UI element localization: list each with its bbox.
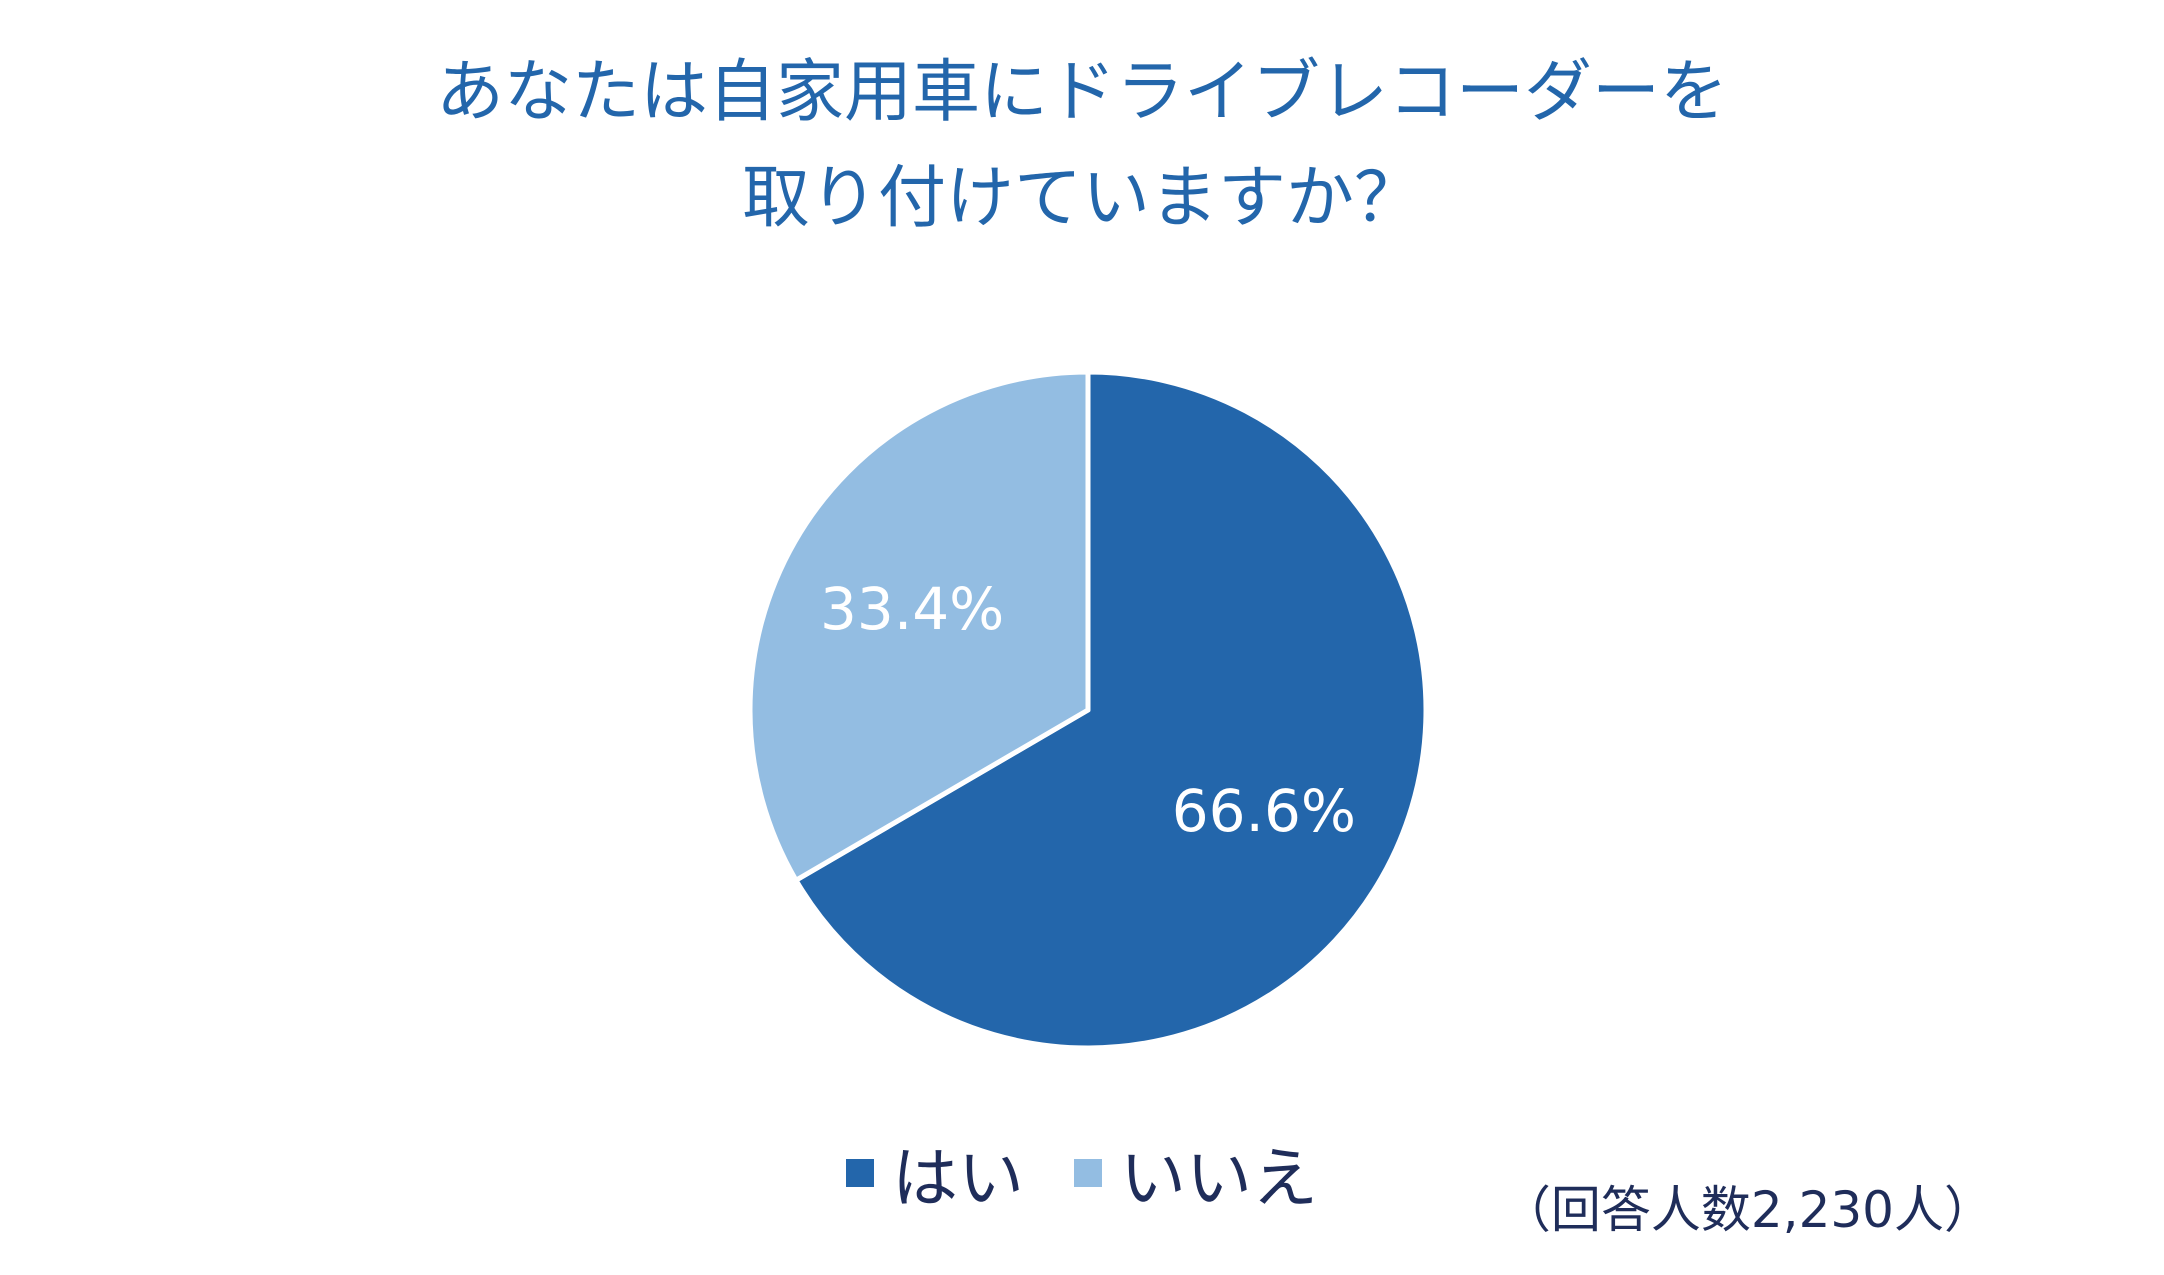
chart-title: あなたは自家用車にドライブレコーダーを 取り付けていますか？ — [0, 40, 2164, 252]
respondent-count-note: （回答人数2,230人） — [1500, 1181, 1994, 1239]
legend-item-no: いいえ — [1074, 1125, 1318, 1221]
chart-legend: はい いいえ — [0, 1128, 2164, 1218]
pie-label-no: 33.4% — [820, 575, 1004, 643]
legend-swatch-yes — [846, 1159, 874, 1187]
pie-label-yes: 66.6% — [1172, 777, 1356, 845]
chart-title-line-1: あなたは自家用車にドライブレコーダーを — [435, 53, 1728, 132]
legend-swatch-no — [1074, 1159, 1102, 1187]
legend-label-yes: はい — [892, 1140, 1024, 1217]
pie-slice-yes — [793, 369, 1429, 1051]
legend-label-no: いいえ — [1120, 1140, 1318, 1217]
chart-title-line-2: 取り付けていますか？ — [741, 159, 1422, 238]
pie-slice-no — [747, 369, 1091, 883]
legend-item-yes: はい — [846, 1125, 1024, 1221]
